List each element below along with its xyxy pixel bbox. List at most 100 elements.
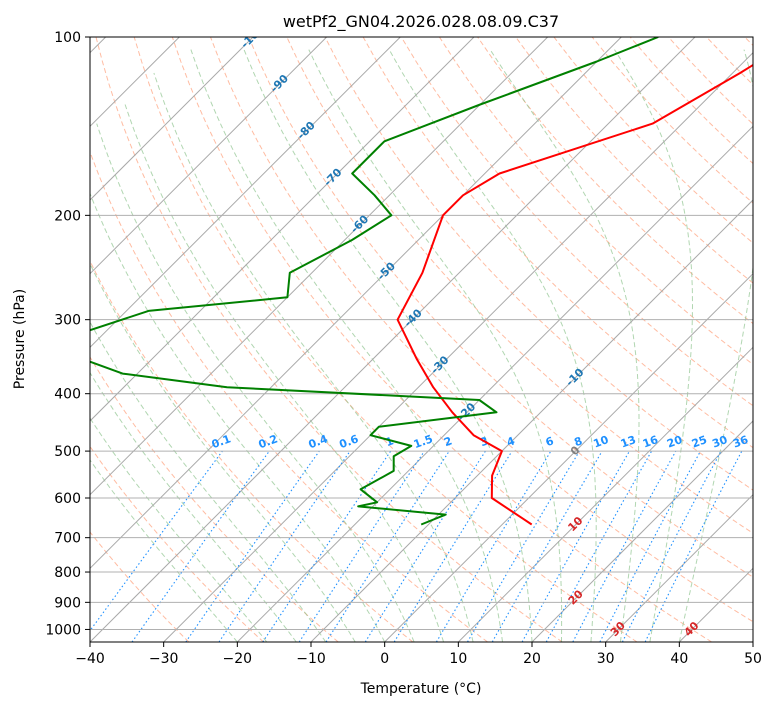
moist-adiabat — [96, 123, 415, 642]
background-lines — [90, 37, 753, 642]
mixing-ratio-label: 4 — [505, 434, 517, 449]
moist-adiabat — [90, 417, 268, 642]
isotherm-line — [163, 51, 753, 642]
y-tick-label: 1000 — [45, 622, 81, 638]
mixing-ratio-label: 20 — [665, 433, 684, 451]
dry-adiabat — [248, 37, 753, 578]
mixing-ratio-label: 16 — [641, 433, 660, 451]
moist-adiabat — [90, 459, 238, 642]
dry-adiabat — [95, 37, 563, 642]
mixing-ratio-line — [298, 450, 425, 642]
x-tick-label: 0 — [380, 651, 389, 667]
moist-adiabat — [90, 262, 356, 642]
dry-adiabat — [171, 37, 712, 642]
mixing-ratio-line — [90, 450, 223, 632]
mixing-ratio-line — [572, 450, 677, 642]
x-tick-label: −10 — [296, 651, 326, 667]
mixing-ratio-label: 0.4 — [307, 432, 330, 451]
mixing-ratio-line — [218, 450, 351, 642]
dry-adiabat — [400, 37, 753, 407]
x-axis-title: Temperature (°C) — [360, 681, 482, 697]
isotherm-line — [90, 37, 622, 570]
mixing-ratio-label: 13 — [619, 433, 638, 450]
moist-adiabat — [308, 49, 563, 642]
y-tick-label: 800 — [54, 565, 81, 581]
dry-adiabat — [90, 531, 190, 642]
dry-adiabat — [133, 37, 638, 642]
isotherm-line — [90, 37, 696, 642]
moist-adiabat — [153, 72, 474, 642]
moist-adiabat — [243, 49, 533, 642]
y-tick-label: 700 — [54, 531, 81, 547]
x-tick-label: 50 — [744, 651, 762, 667]
chart-title: wetPf2_GN04.2026.028.08.09.C37 — [283, 12, 559, 32]
isotherm-line — [384, 272, 753, 642]
x-tick-label: 10 — [449, 651, 467, 667]
moist-adiabat — [190, 49, 503, 642]
dry-adiabat — [90, 150, 488, 642]
dewpoint-profile — [90, 37, 659, 526]
mixing-ratio-label: 8 — [572, 434, 584, 449]
profile-lines — [90, 37, 753, 526]
y-tick-label: 200 — [54, 208, 81, 224]
dry-adiabat — [90, 445, 264, 642]
mixing-ratio-line — [521, 450, 630, 642]
mixing-ratio-label: 0.6 — [338, 432, 361, 451]
pressure-grid — [90, 37, 753, 630]
mixing-ratio-label: 36 — [731, 433, 750, 451]
mixing-ratio-label: 30 — [710, 433, 729, 451]
moist-adiabat — [678, 49, 753, 642]
x-tick-label: 40 — [670, 651, 688, 667]
moist-adiabat — [614, 49, 693, 642]
isotherm-line — [90, 37, 401, 349]
mixing-ratio-line — [262, 450, 392, 642]
x-axis: −40 −30 −20 −10 0 10 20 30 40 50 — [75, 642, 762, 667]
x-tick-label: −30 — [149, 651, 179, 667]
x-tick-label: −40 — [75, 651, 105, 667]
plot-background — [90, 37, 753, 642]
mixing-ratio-label: 10 — [592, 433, 611, 451]
dry-adiabat — [438, 37, 753, 366]
dry-adiabat — [515, 37, 753, 284]
isotherm-line — [752, 641, 753, 642]
y-tick-label: 400 — [54, 387, 81, 403]
isotherm-line — [90, 37, 549, 496]
mixing-ratio-labels: 0.1 0.2 0.4 0.6 1 1.5 2 3 4 6 8 10 13 16 20 25 30 36 — [210, 432, 750, 451]
dry-adiabat — [210, 37, 753, 623]
dry-adiabat — [90, 356, 339, 642]
isotherm-line — [531, 420, 753, 642]
y-tick-label: 500 — [54, 444, 81, 460]
moist-adiabat — [90, 321, 327, 642]
mixing-ratio-label: 0.1 — [210, 432, 233, 451]
mixing-ratio-line — [644, 450, 743, 642]
x-tick-label: −20 — [223, 651, 253, 667]
mixing-ratio-label: 0.2 — [257, 432, 280, 451]
isotherm-line — [90, 37, 254, 201]
x-tick-label: 30 — [597, 651, 615, 667]
mixing-ratio-line — [325, 450, 450, 642]
mixing-ratio-line — [185, 450, 320, 642]
isotherm-line — [457, 346, 753, 642]
y-tick-label: 100 — [54, 30, 81, 46]
mixing-ratio-line — [393, 450, 513, 642]
mixing-ratio-label: 25 — [690, 433, 709, 450]
x-tick-label: 20 — [523, 651, 541, 667]
y-tick-label: 300 — [54, 313, 81, 329]
plot-frame — [89, 36, 754, 643]
mixing-ratio-line — [131, 450, 270, 642]
moist-adiabat — [489, 49, 640, 642]
y-axis: 100 200 300 400 500 600 700 800 900 1000 — [45, 30, 90, 638]
temperature-profile — [396, 63, 753, 526]
moist-adiabat — [124, 104, 445, 642]
isotherm-line — [310, 199, 753, 642]
y-tick-label: 900 — [54, 595, 81, 611]
isotherm-line — [90, 37, 328, 275]
mixing-ratio-label: 1 — [384, 434, 396, 449]
isotherm-line — [236, 125, 753, 642]
mixing-ratio-label: 2 — [442, 434, 454, 449]
isotherm-line — [90, 37, 475, 422]
isotherm-line — [605, 493, 753, 642]
y-axis-title: Pressure (hPa) — [12, 289, 28, 389]
moist-adiabat — [388, 49, 597, 642]
